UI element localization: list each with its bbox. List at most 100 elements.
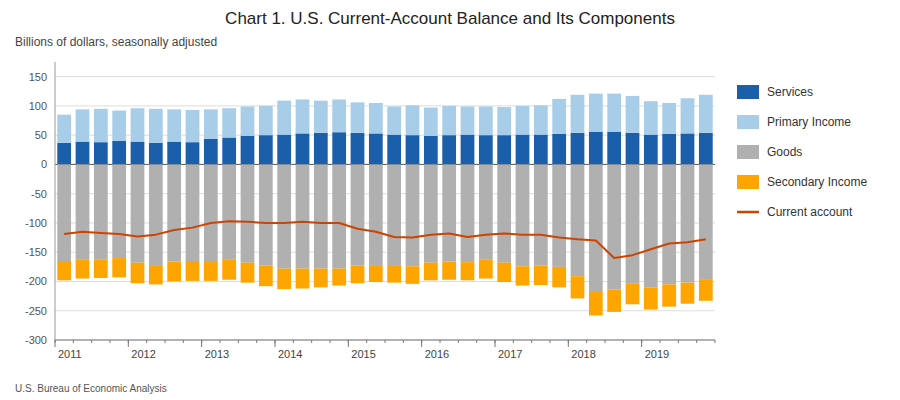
bar-segment [76,109,90,141]
x-minor-tick [238,340,239,343]
bar-segment [94,142,108,164]
bar-segment [626,96,640,133]
bar-segment [332,269,346,286]
x-tick-label: 2012 [131,348,155,360]
bar-segment [222,137,236,164]
bar-segment [552,164,566,266]
x-tick [128,340,129,347]
legend-swatch [737,145,759,159]
bar-segment [442,262,456,280]
x-minor-tick [165,340,166,343]
x-tick [55,340,56,347]
bar-segment [296,164,310,268]
x-minor-tick [311,340,312,343]
bar-segment [314,269,328,288]
x-minor-tick [550,340,551,343]
bar-segment [644,164,658,287]
x-minor-tick [385,340,386,343]
bar-segment [369,164,383,265]
bar-segment [277,269,291,289]
legend-swatch [737,85,759,99]
bar-segment [296,269,310,289]
y-axis-line [55,62,56,340]
x-minor-tick [715,340,716,343]
bar-segment [351,266,365,284]
bar-segment [699,95,713,133]
bar-segment [112,258,126,277]
bar-segment [552,267,566,287]
bar-segment [94,164,108,259]
title: Chart 1. U.S. Current-Account Balance an… [225,9,675,28]
bar-segment [149,164,163,265]
x-tick [495,340,496,347]
bar-segment [57,115,71,143]
bar-segment [461,164,475,262]
bar-segment [681,98,695,133]
x-tick [641,340,642,347]
x-minor-tick [110,340,111,343]
bar-segment [131,263,145,283]
x-tick-label: 2014 [278,348,302,360]
x-minor-tick [330,340,331,343]
bar-segment [681,283,695,304]
bar-segment [131,142,145,165]
bar-segment [644,135,658,165]
bar-segment [112,111,126,141]
bar-segment [351,133,365,165]
chart: Chart 1. U.S. Current-Account Balance an… [0,0,900,400]
x-minor-tick [696,340,697,343]
x-minor-tick [73,340,74,343]
bar-segment [699,133,713,165]
legend: ServicesPrimary IncomeGoodsSecondary Inc… [737,85,867,219]
bar-segment [461,262,475,280]
y-tick-label: -150 [25,246,47,258]
bar-segment [57,143,71,165]
bar-segment [241,136,255,165]
bar-segment [76,260,90,279]
bar-segment [589,94,603,132]
bar-segment [94,259,108,278]
bar-segment [662,284,676,306]
bar-segment [479,135,493,164]
bar-segment [204,139,218,165]
bar-segment [351,164,365,265]
bar-segment [277,164,291,268]
y-grid [55,77,715,340]
bar-segment [241,164,255,262]
legend-swatch [737,175,759,189]
bar-segment [112,164,126,258]
bar-segment [571,164,585,276]
x-minor-tick [220,340,221,343]
bar-segment [296,99,310,133]
bar-segment [442,135,456,164]
x-minor-tick [531,340,532,343]
bar-segment [626,164,640,283]
y-tick-label: -250 [25,305,47,317]
x-tick-label: 2016 [425,348,449,360]
bar-segment [424,164,438,262]
bar-segment [662,134,676,164]
bar-segment [314,164,328,268]
bar-segment [534,164,548,265]
bar-segment [76,142,90,165]
bar-segment [589,292,603,315]
bar-segment [222,164,236,259]
y-tick-label: -100 [25,217,47,229]
bar-segment [259,266,273,286]
bar-segment [589,132,603,165]
bar-segment [442,106,456,135]
bar-segment [332,164,346,268]
bar-segment [167,109,181,141]
legend-label: Goods [767,145,802,159]
x-minor-tick [458,340,459,343]
y-tick-label: -300 [25,334,47,346]
legend-swatch [737,211,759,214]
bar-segment [332,132,346,164]
bar-segment [534,105,548,134]
bar-segment [241,106,255,135]
y-tick-label: 100 [29,100,47,112]
bar-segment [516,106,530,135]
x-tick [201,340,202,347]
bar-segment [516,164,530,266]
bar-segment [76,164,90,259]
